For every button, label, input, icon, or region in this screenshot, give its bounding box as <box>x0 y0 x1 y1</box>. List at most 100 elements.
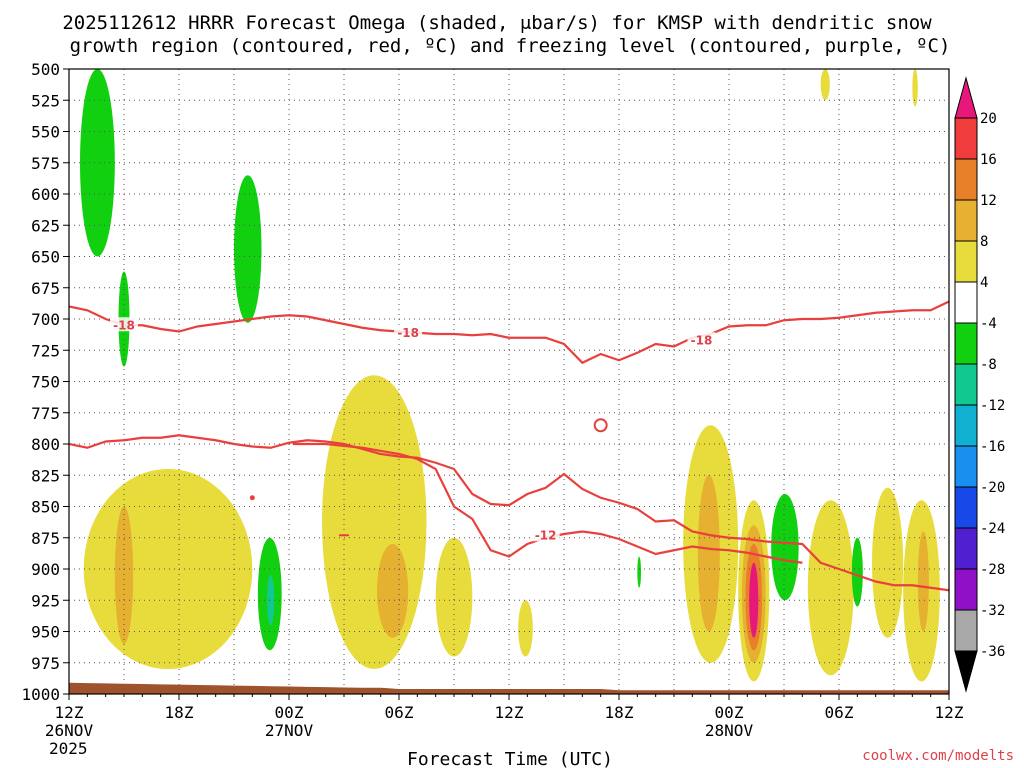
y-tick-label-675: 675 <box>31 279 60 298</box>
omega-region-5 <box>83 469 253 669</box>
y-tick-label-1000: 1000 <box>21 685 60 704</box>
x-tick-label-42: 06Z <box>825 703 854 722</box>
contour-feature-loop <box>593 418 608 433</box>
y-tick-label-500: 500 <box>31 60 60 79</box>
y-tick-label-825: 825 <box>31 466 60 485</box>
colorbar-box-12 <box>954 568 978 611</box>
omega-region-6 <box>114 506 134 644</box>
y-tick-label-750: 750 <box>31 373 60 392</box>
omega-region-12 <box>697 475 720 632</box>
contour-minus12-lower <box>292 442 803 564</box>
grid-layer <box>69 69 949 694</box>
y-tick-label-875: 875 <box>31 529 60 548</box>
x-tick-label-18: 06Z <box>385 703 414 722</box>
colorbar-box-13 <box>954 609 978 652</box>
y-tick-label-550: 550 <box>31 123 60 142</box>
y-tick-label-900: 900 <box>31 560 60 579</box>
y-tick-label-950: 950 <box>31 623 60 642</box>
colorbar-top-arrow <box>954 76 978 119</box>
colorbar-label-11: -28 <box>980 562 1005 578</box>
x-tick-label-12: 00Z <box>275 703 304 722</box>
contour-label-bg-3 <box>531 527 560 542</box>
contour-minus18 <box>69 300 949 365</box>
colorbar-box-3 <box>954 199 978 242</box>
colorbar-label-5: -4 <box>980 316 997 332</box>
colorbar-box-2 <box>954 158 978 201</box>
colorbar-box-8 <box>954 404 978 447</box>
omega-region-24 <box>912 69 918 107</box>
x-tick-label-48: 12Z <box>935 703 964 722</box>
omega-region-7 <box>322 375 427 669</box>
omega-region-9 <box>435 537 473 657</box>
omega-region-25 <box>637 556 642 588</box>
y-tick-label-575: 575 <box>31 154 60 173</box>
omega-region-16 <box>749 562 759 638</box>
colorbar-box-7 <box>954 363 978 406</box>
contour-label-bg-1 <box>394 324 423 339</box>
colorbar-box-9 <box>954 445 978 488</box>
y-tick-label-975: 975 <box>31 654 60 673</box>
omega-region-20 <box>872 487 904 638</box>
x-tick-label-30: 18Z <box>605 703 634 722</box>
contour-label-3: -12 <box>535 528 557 542</box>
chart-title-line1: 2025112612 HRRR Forecast Omega (shaded, … <box>62 12 932 34</box>
colorbar-label-7: -12 <box>980 398 1005 414</box>
x-tick-label-36: 00Z <box>715 703 744 722</box>
contour-feature-dot <box>249 495 255 501</box>
colorbar: 20 16 12 8 4 -4 -8 -12 -16 -20 -24 -28 -32 -36 <box>954 76 1005 693</box>
y-tick-label-725: 725 <box>31 341 60 360</box>
y-tick-label-925: 925 <box>31 591 60 610</box>
x-date-label-36: 28NOV <box>705 721 754 740</box>
colorbar-label-1: 16 <box>980 152 997 168</box>
colorbar-box-1 <box>954 117 978 160</box>
colorbar-box-4 <box>954 240 978 283</box>
omega-region-22 <box>917 531 929 632</box>
omega-region-0 <box>80 69 115 257</box>
contour-layer: -18 -18 -18 -12 <box>69 300 949 592</box>
colorbar-bottom-arrow <box>954 650 978 693</box>
y-axis: 500 525 550 575 600 625 650 675 700 725 750 775 800 8… <box>21 60 69 704</box>
colorbar-label-9: -20 <box>980 480 1005 496</box>
terrain-layer <box>69 682 949 694</box>
colorbar-label-2: 12 <box>980 193 997 209</box>
y-tick-label-625: 625 <box>31 216 60 235</box>
y-tick-label-800: 800 <box>31 435 60 454</box>
terrain-fill <box>69 682 949 694</box>
colorbar-label-6: -8 <box>980 357 997 373</box>
x-year-label: 2025 <box>49 739 88 758</box>
colorbar-label-12: -32 <box>980 603 1005 619</box>
x-date-label-0: 26NOV <box>45 721 94 740</box>
contour-label-bg-2 <box>687 332 716 347</box>
omega-region-19 <box>851 537 863 607</box>
chart-title-line2: growth region (contoured, red, ºC) and f… <box>70 35 951 57</box>
y-tick-label-600: 600 <box>31 185 60 204</box>
y-tick-label-700: 700 <box>31 310 60 329</box>
credit-text[interactable]: coolwx.com/modelts <box>862 748 1014 764</box>
colorbar-label-4: 4 <box>980 275 988 291</box>
omega-region-10 <box>518 600 533 657</box>
colorbar-box-5 <box>954 281 978 324</box>
omega-region-18 <box>807 500 854 676</box>
contour-label-bg-0 <box>110 317 138 332</box>
omega-region-4 <box>267 575 275 626</box>
colorbar-label-13: -36 <box>980 644 1005 660</box>
contour-label-0: -18 <box>113 318 135 332</box>
omega-region-23 <box>820 69 830 101</box>
colorbar-label-10: -24 <box>980 521 1005 537</box>
x-date-label-12: 27NOV <box>265 721 314 740</box>
y-tick-label-850: 850 <box>31 498 60 517</box>
omega-region-17 <box>771 494 799 601</box>
omega-region-2 <box>234 175 262 323</box>
x-tick-label-24: 12Z <box>495 703 524 722</box>
colorbar-box-6 <box>954 322 978 365</box>
contour-label-2: -18 <box>691 333 713 347</box>
omega-region-8 <box>377 544 409 638</box>
contour-label-1: -18 <box>397 326 419 340</box>
x-axis-label: Forecast Time (UTC) <box>407 749 613 768</box>
colorbar-box-10 <box>954 486 978 529</box>
colorbar-label-0: 20 <box>980 111 997 127</box>
y-tick-label-650: 650 <box>31 248 60 267</box>
y-tick-label-525: 525 <box>31 91 60 110</box>
